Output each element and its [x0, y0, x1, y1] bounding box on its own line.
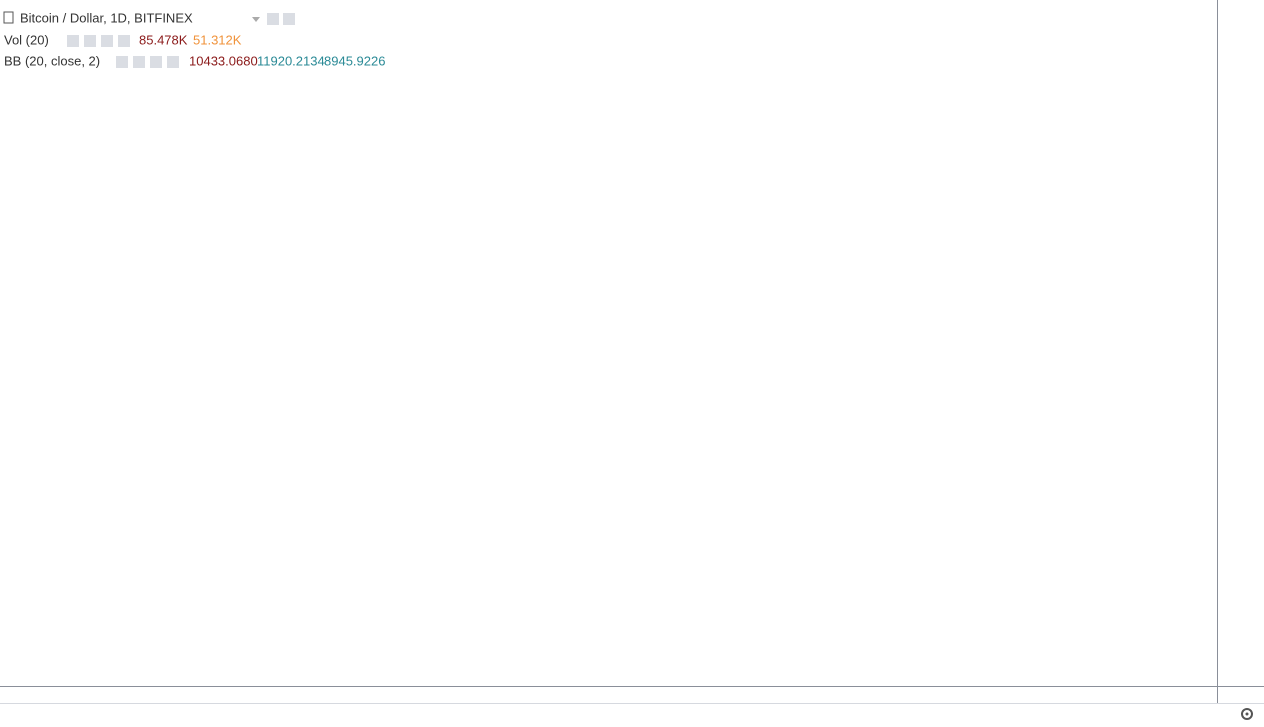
symbol-title: Bitcoin / Dollar, 1D, BITFINEX [20, 10, 193, 25]
bb-upper-value: 11920.2134 [257, 53, 325, 68]
icon[interactable] [150, 56, 162, 68]
icon[interactable] [167, 56, 179, 68]
icon[interactable] [116, 56, 128, 68]
gear-center [1245, 712, 1249, 716]
vol-legend-name: Vol (20) [4, 32, 49, 47]
vol-ma-value: 51.312K [193, 32, 242, 47]
vol-value: 85.478K [139, 32, 188, 47]
icon[interactable] [133, 56, 145, 68]
icon[interactable] [84, 35, 96, 47]
legend-header: Bitcoin / Dollar, 1D, BITFINEX Vol (20) … [3, 10, 385, 68]
icon[interactable] [267, 13, 279, 25]
icon[interactable] [283, 13, 295, 25]
bottom-toolbar [0, 703, 1264, 727]
dropdown-caret[interactable] [252, 17, 260, 22]
bb-legend-name: BB (20, close, 2) [4, 53, 100, 68]
bb-middle-value: 10433.0680 [189, 53, 258, 68]
bb-lower-value: 8945.9226 [324, 53, 385, 68]
gear[interactable] [1241, 708, 1253, 720]
icon[interactable] [67, 35, 79, 47]
icon[interactable] [101, 35, 113, 47]
collapse-icon[interactable] [3, 11, 14, 24]
settings-icon[interactable] [1241, 708, 1253, 720]
icon[interactable] [118, 35, 130, 47]
